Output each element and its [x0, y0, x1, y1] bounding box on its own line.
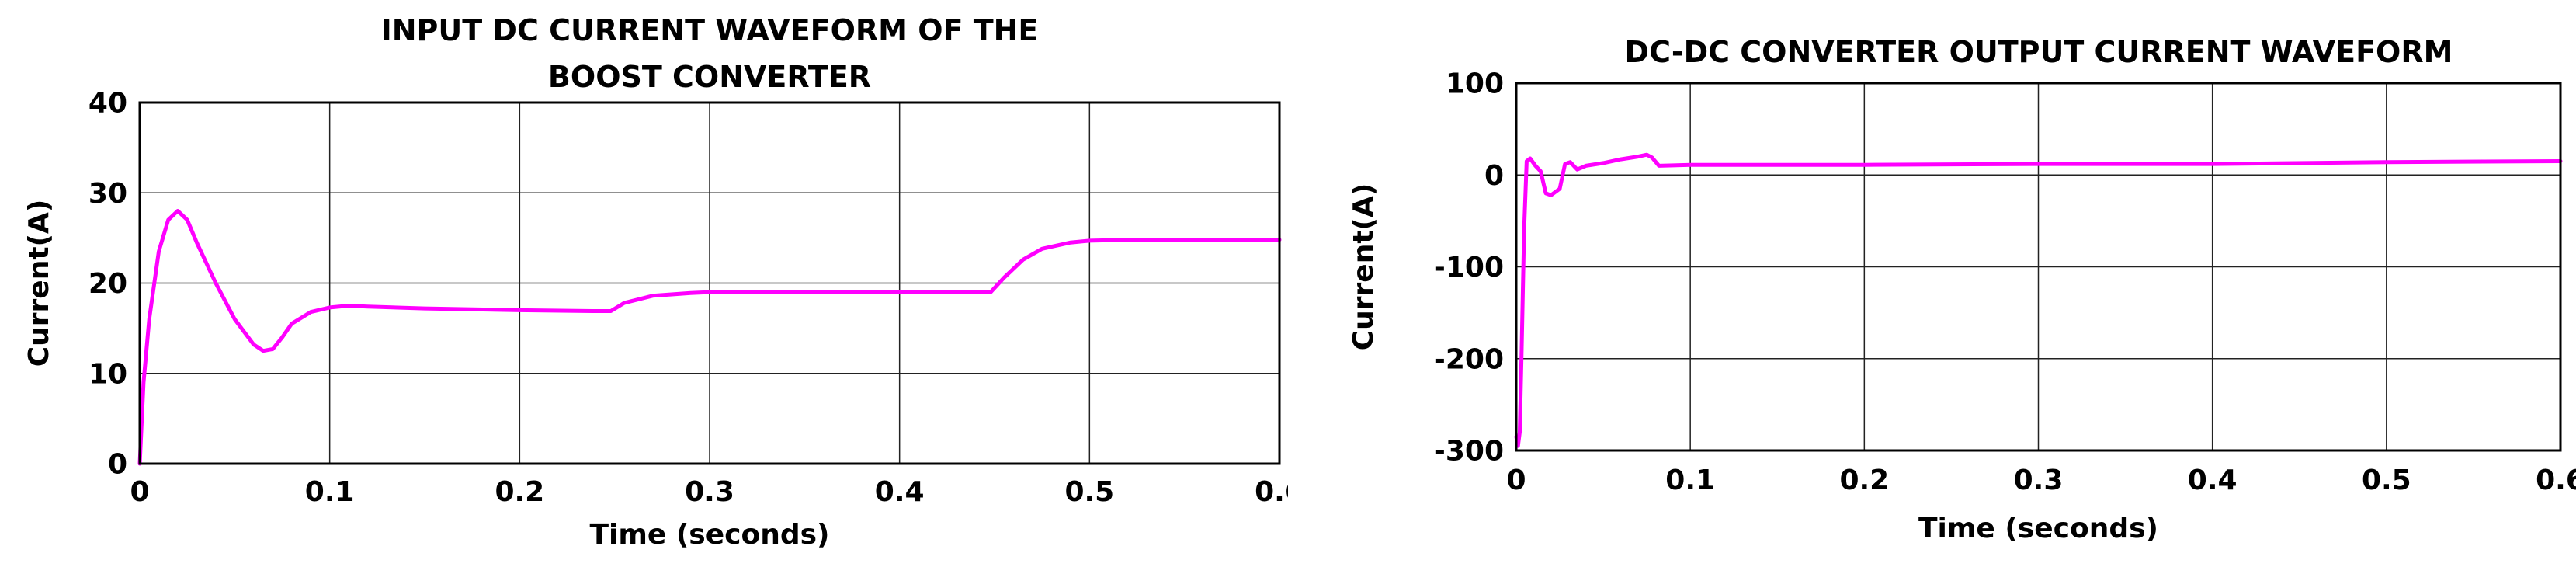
x-tick-label: 0.3 — [685, 476, 734, 508]
x-tick-label: 0.1 — [1665, 464, 1715, 496]
y-tick-label: 10 — [89, 358, 127, 390]
x-tick-label: 0 — [1506, 464, 1526, 496]
series-line — [1514, 152, 2563, 448]
chart-left: INPUT DC CURRENT WAVEFORM OF THE BOOST CO… — [23, 13, 1288, 551]
y-tick-label: 20 — [89, 268, 127, 300]
chart-title-line: BOOST CONVERTER — [548, 60, 871, 94]
x-tick-label: 0.3 — [2014, 464, 2064, 496]
chart-title: DC-DC CONVERTER OUTPUT CURRENT WAVEFORM — [1625, 35, 2453, 69]
x-tick-label: 0.2 — [495, 476, 544, 508]
x-tick-label: 0.6 — [1255, 476, 1288, 508]
plot-frame — [138, 101, 1281, 465]
x-tick-label: 0.4 — [875, 476, 925, 508]
x-tick-label: 0.2 — [1839, 464, 1889, 496]
x-tick-label: 0.1 — [305, 476, 355, 508]
y-tick-label: 0 — [108, 449, 127, 481]
y-tick-label: -100 — [1434, 252, 1504, 284]
y-tick-label: 30 — [89, 178, 127, 210]
plot-frame — [1515, 82, 2562, 452]
y-tick-label: 40 — [89, 88, 127, 120]
y-tick-label: 0 — [1484, 160, 1504, 192]
series-line — [137, 209, 1282, 466]
y-tick-label: 100 — [1446, 68, 1504, 100]
output-current-chart: DC-DC CONVERTER OUTPUT CURRENT WAVEFORM 0… — [1348, 35, 2576, 544]
x-tick-label: 0.5 — [2362, 464, 2411, 496]
input-current-chart: INPUT DC CURRENT WAVEFORM OF THE BOOST CO… — [23, 13, 1288, 551]
x-tick-label: 0.4 — [2188, 464, 2238, 496]
chart-title-line: INPUT DC CURRENT WAVEFORM OF THE — [381, 13, 1039, 47]
x-tick-label: 0.6 — [2536, 464, 2576, 496]
x-tick-label: 0 — [130, 476, 149, 508]
x-tick-label: 0.5 — [1064, 476, 1114, 508]
x-axis-label: Time (seconds) — [589, 519, 829, 551]
y-tick-label: -200 — [1434, 343, 1504, 375]
y-axis-label: Current(A) — [23, 200, 55, 367]
chart-right: DC-DC CONVERTER OUTPUT CURRENT WAVEFORM 0… — [1320, 0, 2576, 567]
y-axis-label: Current(A) — [1348, 183, 1380, 351]
y-tick-label: -300 — [1434, 436, 1504, 468]
x-axis-label: Time (seconds) — [1918, 513, 2158, 544]
